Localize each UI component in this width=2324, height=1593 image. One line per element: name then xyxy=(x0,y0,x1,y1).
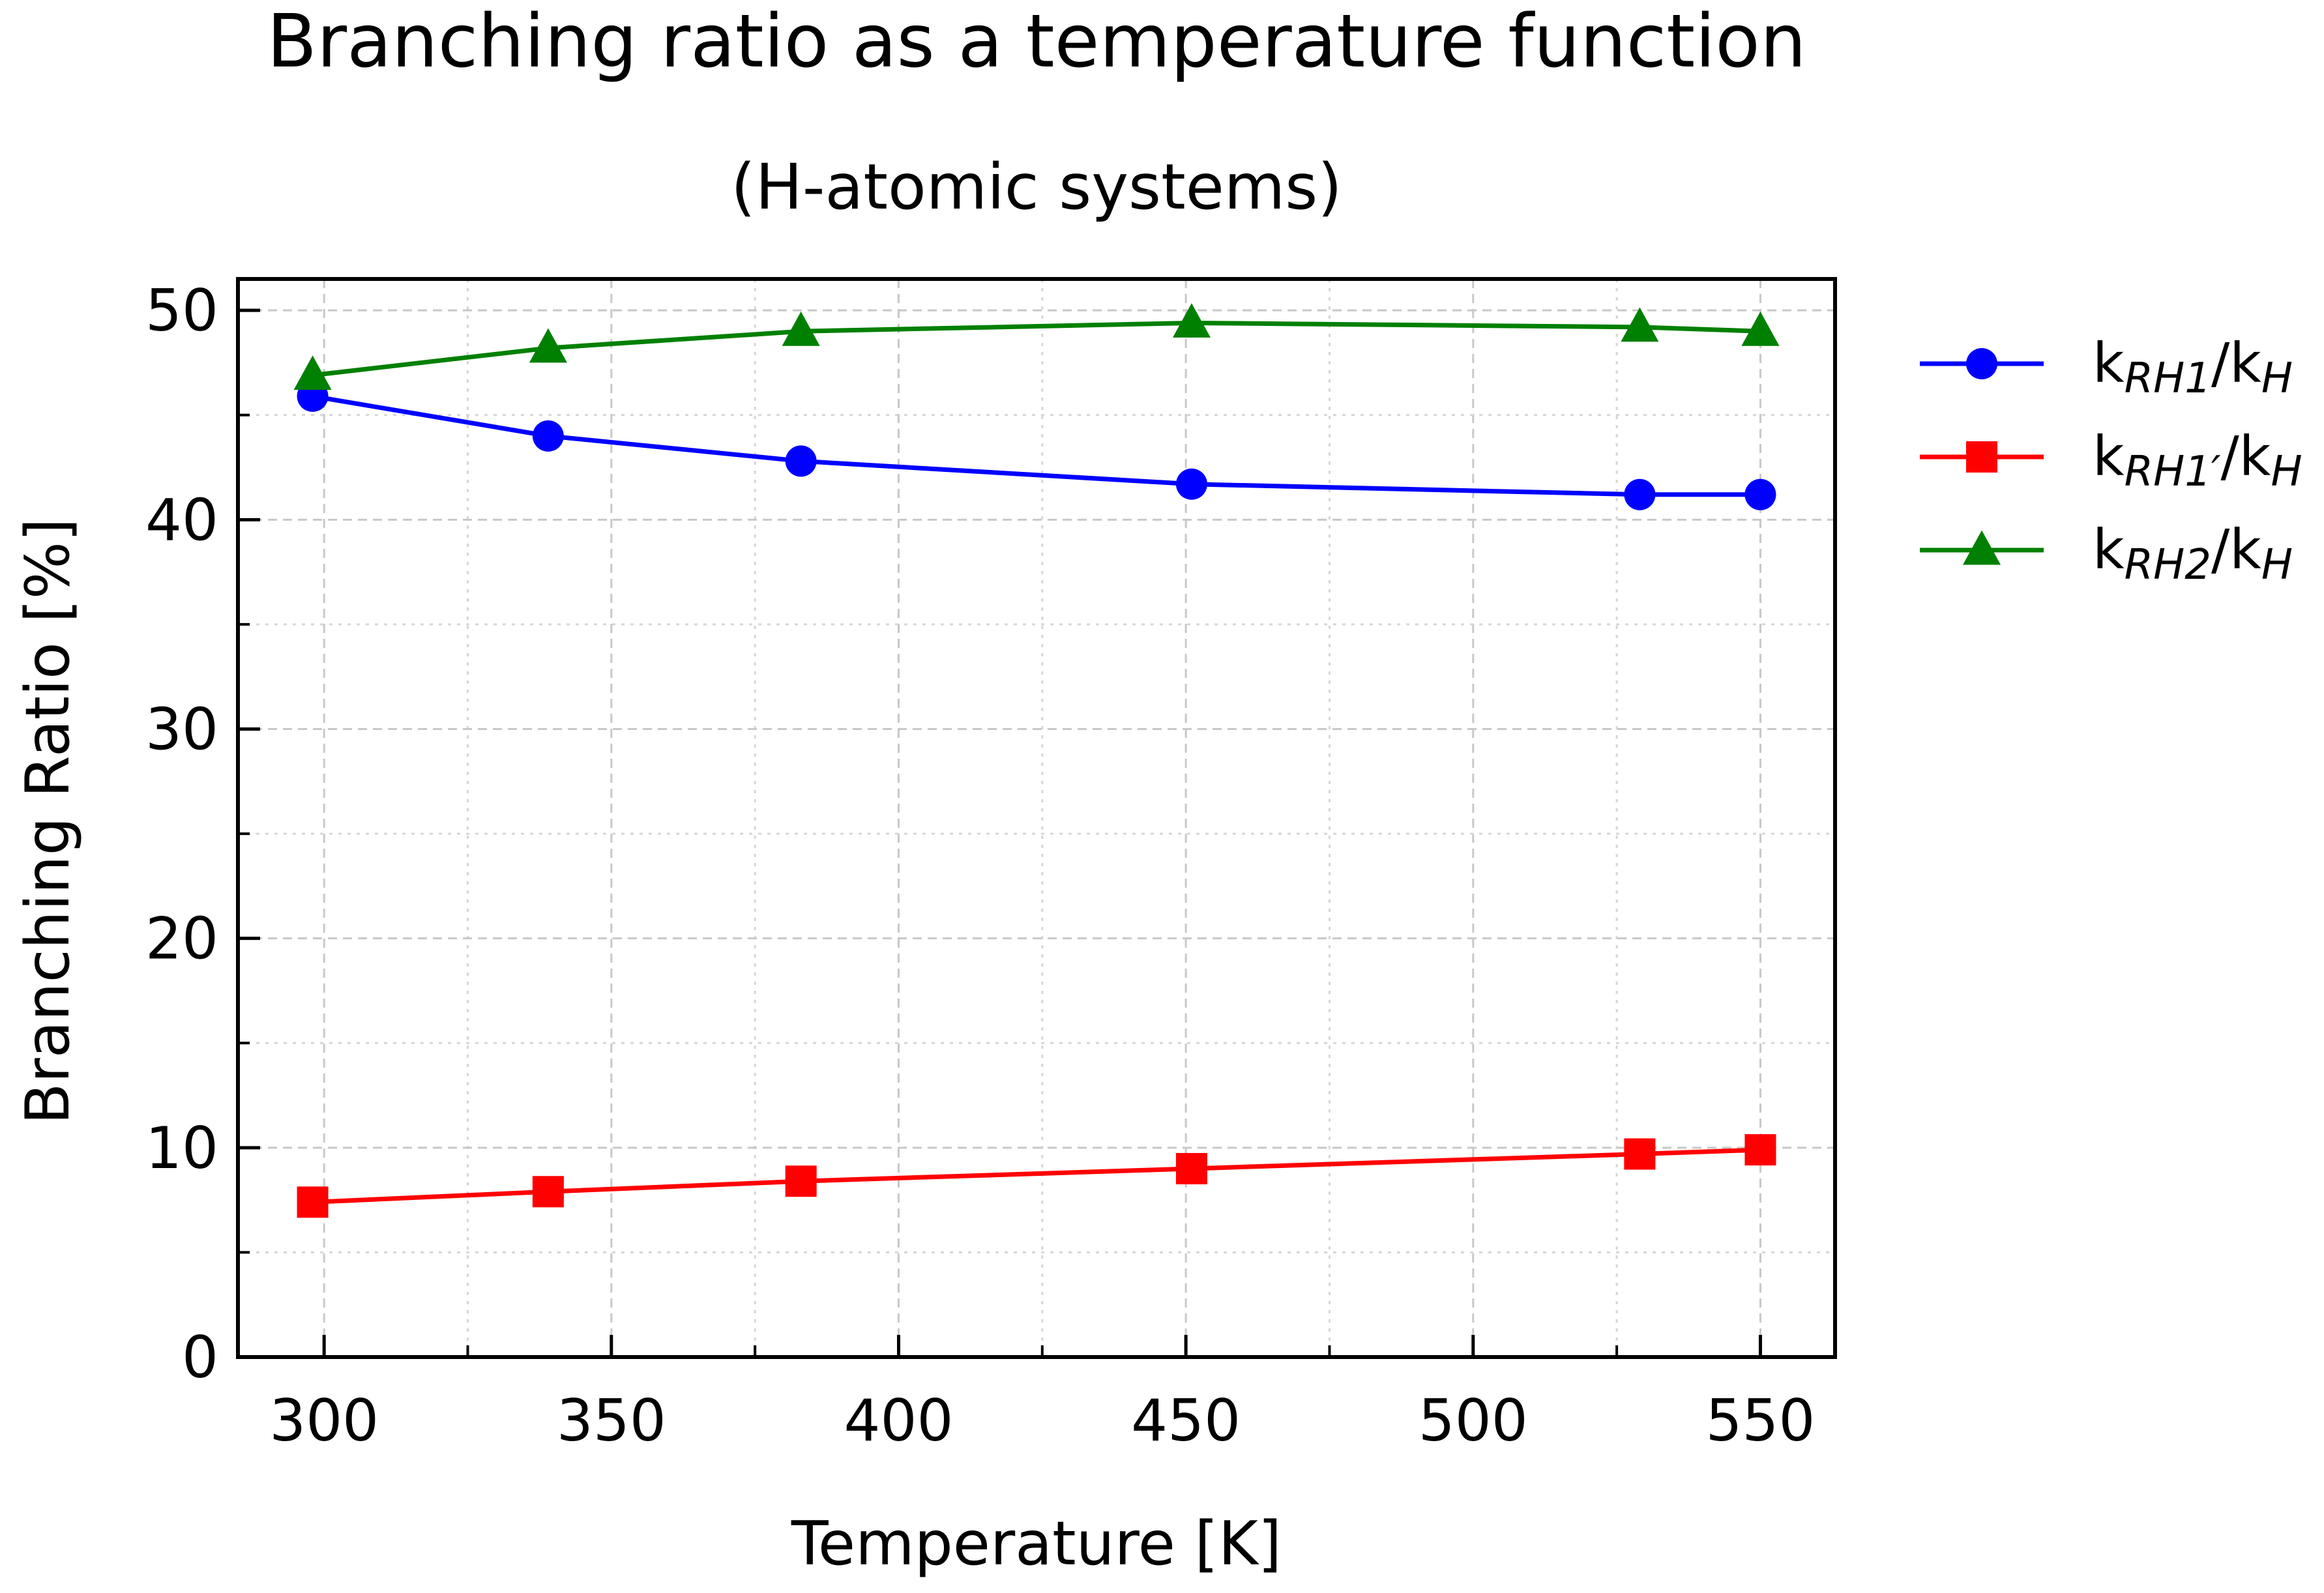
x-tick-label: 300 xyxy=(269,1387,379,1454)
y-tick-label: 10 xyxy=(145,1115,218,1182)
x-tick-label: 400 xyxy=(844,1387,954,1454)
legend-label: kRH2/kH xyxy=(2093,518,2293,589)
data-point xyxy=(1744,478,1776,510)
data-point xyxy=(1175,468,1207,500)
axes: 300 350 400 450 500 550 0 10 20 30 40 50 xyxy=(145,277,1815,1454)
data-point xyxy=(532,1176,564,1208)
data-point xyxy=(1741,311,1780,346)
data-point xyxy=(1621,307,1659,342)
legend-marker xyxy=(1962,530,2001,565)
data-point xyxy=(532,420,564,452)
x-tick-label: 500 xyxy=(1419,1387,1528,1454)
legend-entry: kRH2/kH xyxy=(1920,518,2293,589)
data-point xyxy=(1624,478,1656,510)
series-3 xyxy=(293,303,1780,390)
x-tick-label: 350 xyxy=(557,1387,666,1454)
series-2 xyxy=(297,1134,1776,1218)
x-tick-label: 450 xyxy=(1131,1387,1241,1454)
chart-title: Branching ratio as a temperature functio… xyxy=(267,0,1806,84)
data-point xyxy=(1624,1138,1656,1170)
data-point xyxy=(785,1165,817,1197)
data-point xyxy=(785,445,817,477)
data-point xyxy=(293,355,332,390)
data-point xyxy=(782,311,820,346)
x-tick-label: 550 xyxy=(1705,1387,1815,1454)
series-line xyxy=(312,394,1761,497)
data-point xyxy=(1175,1152,1207,1184)
series-line xyxy=(312,320,1761,378)
legend-entry: kRH1′/kH xyxy=(1920,424,2302,496)
y-tick-label: 20 xyxy=(145,905,218,972)
y-axis-label: Branching Ratio [%] xyxy=(12,518,83,1125)
legend-marker xyxy=(1966,348,1997,379)
x-axis-label: Temperature [K] xyxy=(791,1508,1282,1579)
series-layer xyxy=(293,303,1780,1218)
data-point xyxy=(1172,303,1211,338)
legend-marker xyxy=(1966,441,1997,473)
chart-subtitle: (H-atomic systems) xyxy=(731,151,1342,224)
legend-label: kRH1/kH xyxy=(2093,331,2293,403)
legend: kRH1/kH kRH1′/kH kRH2/kH xyxy=(1920,331,2302,589)
y-tick-label: 0 xyxy=(182,1324,218,1391)
series-line xyxy=(312,1147,1761,1205)
legend-entry: kRH1/kH xyxy=(1920,331,2293,403)
data-point xyxy=(529,328,567,363)
data-point xyxy=(1744,1134,1776,1166)
y-tick-label: 40 xyxy=(145,486,218,553)
legend-label: kRH1′/kH xyxy=(2093,424,2302,496)
data-point xyxy=(297,1186,329,1218)
y-tick-label: 50 xyxy=(145,277,218,344)
y-tick-label: 30 xyxy=(145,696,218,763)
plot-frame xyxy=(236,277,1837,1359)
